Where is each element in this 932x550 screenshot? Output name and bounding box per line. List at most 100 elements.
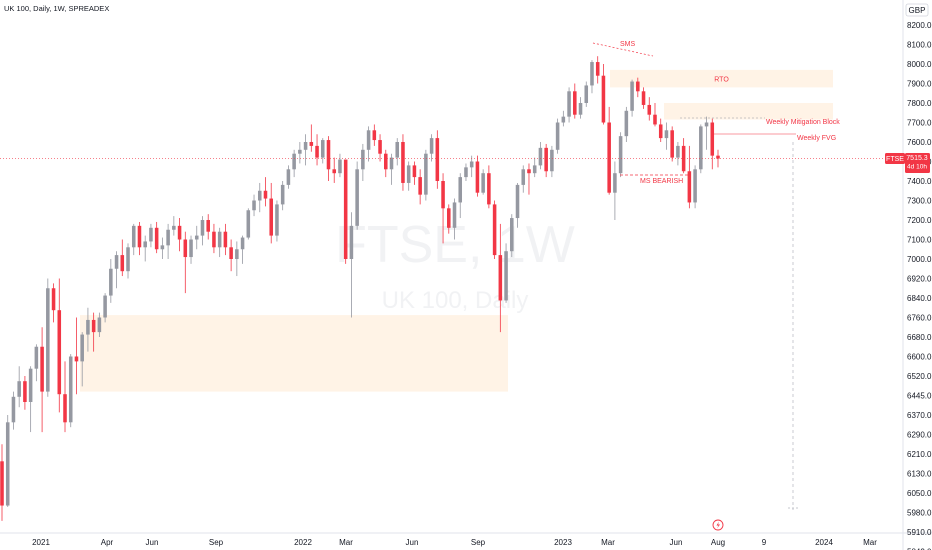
candle-body xyxy=(298,149,302,154)
candle xyxy=(0,444,4,521)
price-tick-label: 6445.0 xyxy=(907,392,932,401)
candle xyxy=(177,218,182,252)
candle xyxy=(567,87,571,123)
candle xyxy=(252,194,256,217)
price-tick-label: 6600.0 xyxy=(907,353,932,362)
candle-body xyxy=(412,165,417,178)
candle-body xyxy=(504,251,508,301)
candle-body xyxy=(63,394,67,423)
candle xyxy=(527,163,531,195)
candle-body xyxy=(194,235,199,240)
candle-body xyxy=(68,356,73,423)
candle-body xyxy=(51,288,56,311)
price-axis[interactable]: 8200.0 8100.0 8000.0 7900.0 7800.0 7700.0 7600… xyxy=(907,21,932,550)
mitigation-label: Weekly Mitigation Block xyxy=(766,119,840,126)
price-tick-label: 6050.0 xyxy=(907,489,932,498)
candle xyxy=(372,124,377,146)
last-price-value: 7515.3 xyxy=(906,155,928,162)
candle-body xyxy=(406,165,411,183)
price-tick-label: 7400.0 xyxy=(907,177,932,186)
zone-box xyxy=(664,103,833,120)
candle-body xyxy=(630,81,634,111)
candle-body xyxy=(464,167,468,178)
candle-body xyxy=(160,245,165,250)
candle-body xyxy=(338,159,342,174)
candle-body xyxy=(590,62,594,86)
price-tick-label: 7100.0 xyxy=(907,236,932,245)
candle-body xyxy=(109,268,113,296)
candle-body xyxy=(435,138,440,181)
candle xyxy=(389,153,394,185)
time-tick-label: Apr xyxy=(101,538,114,547)
candle-body xyxy=(573,91,577,115)
candle-body xyxy=(378,140,382,154)
candle xyxy=(280,181,285,211)
symbol-tag: FTSE xyxy=(886,156,904,163)
candle-body xyxy=(687,171,692,203)
price-tick-label: 7000.0 xyxy=(907,255,932,264)
candle-body xyxy=(246,210,251,238)
time-tick-label: 2022 xyxy=(294,538,312,547)
candle xyxy=(11,391,16,430)
price-tick-label: 7900.0 xyxy=(907,80,932,89)
candle xyxy=(412,161,417,185)
zone-box xyxy=(610,69,833,88)
candle xyxy=(143,235,147,262)
candle xyxy=(464,163,468,181)
price-tick-label: 6290.0 xyxy=(907,431,932,440)
candle xyxy=(441,173,445,244)
candle xyxy=(676,142,680,166)
candle-body xyxy=(561,116,566,123)
time-axis[interactable]: 2021 Apr Jun Sep 2022 Mar Jun Sep 2023 Mar Jun Aug 9… xyxy=(32,538,877,547)
candle-body xyxy=(166,229,170,246)
candle-body xyxy=(206,220,210,232)
candle xyxy=(338,153,342,178)
price-tick-label: 6520.0 xyxy=(907,372,932,381)
candle-body xyxy=(28,368,33,402)
candle-body xyxy=(676,145,680,158)
candle-body xyxy=(5,422,10,506)
candle-body xyxy=(429,138,434,154)
candle-body xyxy=(137,225,142,248)
zones-layer: RTO xyxy=(80,69,833,392)
time-tick-label: Jun xyxy=(670,538,683,547)
candle xyxy=(366,126,371,162)
candle-body xyxy=(704,122,709,127)
candle-body xyxy=(154,227,159,250)
candle-body xyxy=(578,103,583,115)
candle xyxy=(664,122,669,150)
candle-body xyxy=(653,114,657,125)
zone-box xyxy=(80,315,508,392)
candle xyxy=(114,251,119,289)
candles-layer xyxy=(0,56,720,521)
candle-body xyxy=(521,169,526,185)
currency-box[interactable] xyxy=(905,3,929,17)
candle xyxy=(447,204,451,234)
time-tick-label: Jun xyxy=(406,538,419,547)
ms-bearish-label: MS BEARISH xyxy=(640,178,683,185)
candle xyxy=(126,243,130,279)
candle-body xyxy=(0,461,4,506)
candle xyxy=(487,165,491,209)
candle-body xyxy=(280,184,285,205)
candle xyxy=(510,214,514,258)
candle xyxy=(194,225,199,250)
candle-body xyxy=(361,149,365,170)
candle xyxy=(309,124,314,152)
candle xyxy=(601,64,606,125)
candle xyxy=(452,198,457,240)
lightning-glyph-icon xyxy=(716,521,720,529)
candle xyxy=(263,177,268,207)
candle-body xyxy=(699,126,703,170)
candle xyxy=(435,130,440,189)
candle-body xyxy=(658,124,663,139)
candle-body xyxy=(11,396,16,423)
candle xyxy=(504,243,508,303)
candle xyxy=(212,223,216,254)
candle xyxy=(469,155,474,178)
candle xyxy=(498,223,503,333)
candle-body xyxy=(80,334,84,362)
candle xyxy=(532,157,537,178)
candle-body xyxy=(601,75,606,123)
